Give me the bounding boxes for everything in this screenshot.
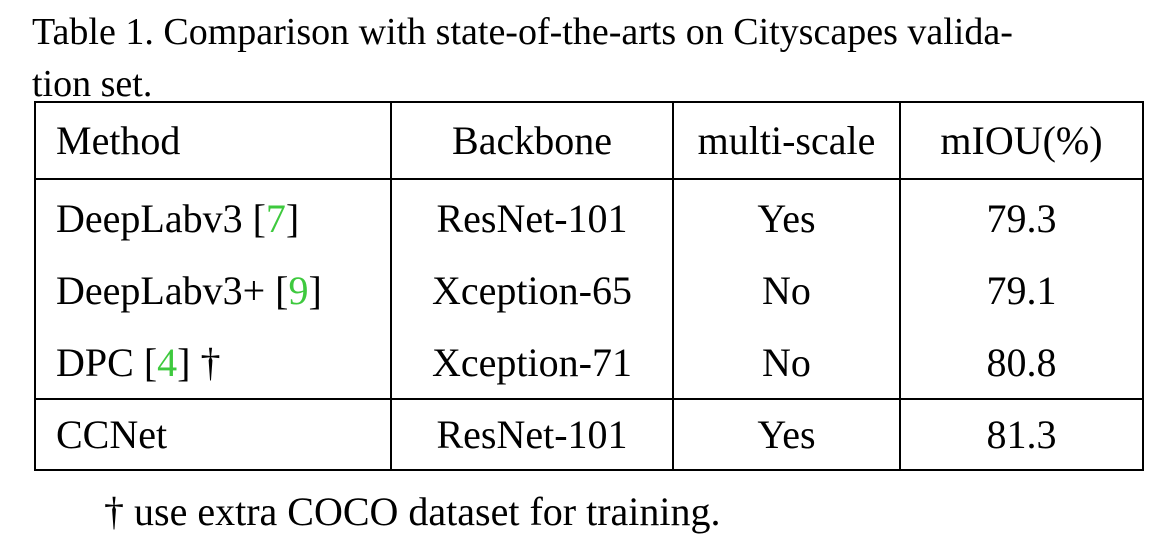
table-caption: Table 1. Comparison with state-of-the-ar…	[32, 10, 1122, 54]
header-method: Method	[35, 102, 392, 180]
table-footnote: † use extra COCO dataset for training.	[104, 489, 721, 534]
method-cell: DeepLabv3 [7]	[35, 179, 392, 254]
method-name: DeepLabv3	[56, 195, 243, 241]
miou-cell: 80.8	[986, 339, 1057, 385]
caption-line-2: tion set.	[32, 63, 153, 105]
comparison-table: Method Backbone multi-scale mIOU(%) Deep…	[34, 101, 1144, 471]
header-backbone: Backbone	[391, 102, 674, 180]
backbone-cell: Xception-71	[391, 326, 674, 399]
table-row-ours: CCNet ResNet-101 Yes 81.3	[35, 398, 1143, 470]
multi-scale-cell: Yes	[673, 398, 901, 470]
table-row: DPC [4] † Xception-71 No 80.8	[35, 326, 1143, 399]
citation-link[interactable]: 7	[265, 195, 286, 241]
method-cell: CCNet	[35, 398, 392, 470]
backbone-cell: Xception-65	[391, 254, 674, 326]
method-cell: DPC [4] †	[35, 326, 392, 399]
citation-link[interactable]: 4	[157, 339, 178, 385]
method-suffix: †	[190, 339, 221, 385]
multi-scale-cell: No	[673, 254, 901, 326]
header-miou: mIOU(%)	[900, 102, 1143, 180]
header-multi-scale: multi-scale	[673, 102, 901, 180]
caption-continuation: tion set.	[32, 62, 152, 106]
backbone-cell: ResNet-101	[391, 398, 674, 470]
method-name: DPC	[56, 339, 134, 385]
header-row: Method Backbone multi-scale mIOU(%)	[35, 102, 1143, 180]
table-row: DeepLabv3 [7] ResNet-101 Yes 79.3	[35, 179, 1143, 254]
caption-line-1: Table 1. Comparison with state-of-the-ar…	[32, 11, 1013, 53]
backbone-cell: ResNet-101	[391, 179, 674, 254]
multi-scale-cell: Yes	[673, 179, 901, 254]
miou-cell: 79.3	[986, 195, 1057, 241]
table-row: DeepLabv3+ [9] Xception-65 No 79.1	[35, 254, 1143, 326]
multi-scale-cell: No	[673, 326, 901, 399]
miou-cell: 79.1	[986, 267, 1057, 313]
method-name: DeepLabv3+	[56, 267, 266, 313]
method-cell: DeepLabv3+ [9]	[35, 254, 392, 326]
citation-link[interactable]: 9	[288, 267, 309, 313]
miou-cell-best: 81.3	[900, 398, 1143, 470]
